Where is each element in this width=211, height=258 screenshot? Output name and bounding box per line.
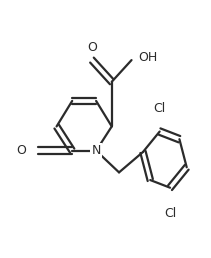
Text: Cl: Cl <box>164 207 176 220</box>
Text: O: O <box>87 41 97 54</box>
Text: O: O <box>16 144 26 157</box>
Text: Cl: Cl <box>154 102 166 115</box>
Text: OH: OH <box>138 51 157 64</box>
Text: N: N <box>91 144 101 157</box>
